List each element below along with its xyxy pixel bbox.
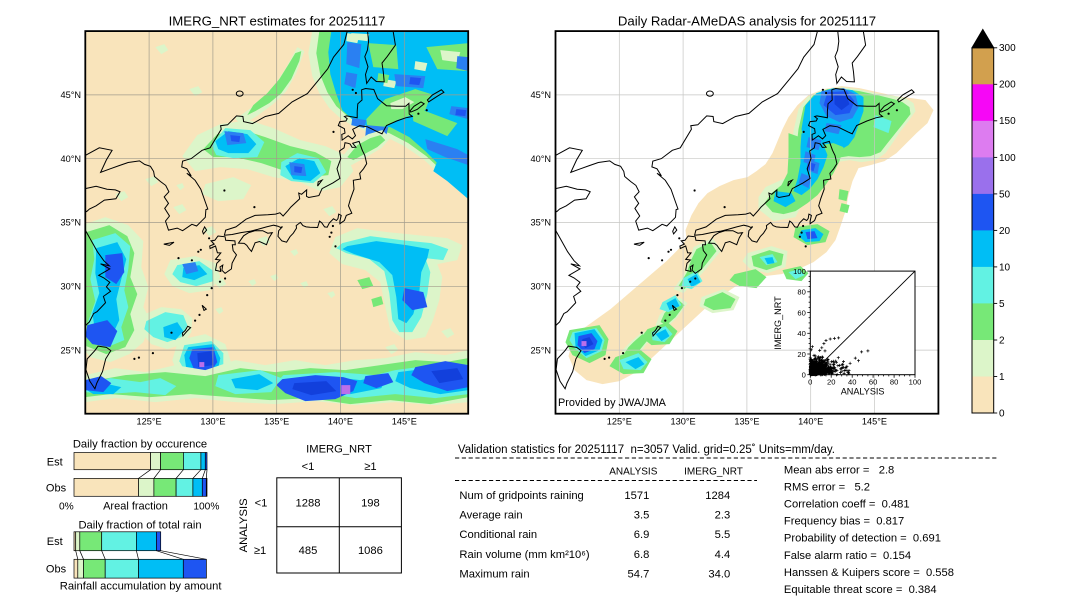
svg-text:485: 485 <box>299 545 318 557</box>
svg-text:40: 40 <box>848 378 856 387</box>
svg-text:50: 50 <box>999 189 1011 200</box>
svg-text:<1: <1 <box>255 498 268 510</box>
svg-text:35°N: 35°N <box>530 218 551 228</box>
svg-text:Rain volume (mm km²10⁶): Rain volume (mm km²10⁶) <box>459 549 589 561</box>
svg-text:6.8: 6.8 <box>634 549 650 561</box>
svg-text:0: 0 <box>802 371 806 380</box>
svg-text:0%: 0% <box>59 502 74 513</box>
svg-text:<1: <1 <box>302 461 315 473</box>
svg-text:≥1: ≥1 <box>364 461 376 473</box>
svg-text:200: 200 <box>999 80 1016 91</box>
svg-text:Correlation coeff = 0.481: Correlation coeff = 0.481 <box>784 499 910 511</box>
svg-text:30°N: 30°N <box>530 282 551 292</box>
svg-text:1: 1 <box>999 372 1005 383</box>
svg-text:ANALYSIS: ANALYSIS <box>609 467 657 478</box>
svg-text:60: 60 <box>869 378 877 387</box>
svg-text:145°E: 145°E <box>862 417 887 427</box>
svg-text:45°N: 45°N <box>530 90 551 100</box>
svg-text:20: 20 <box>999 226 1011 237</box>
svg-text:20: 20 <box>797 350 805 359</box>
svg-text:Conditional rain: Conditional rain <box>459 529 537 541</box>
svg-text:60: 60 <box>797 308 805 317</box>
svg-text:IMERG_NRT: IMERG_NRT <box>684 467 743 478</box>
svg-text:Frequency bias = 0.817: Frequency bias = 0.817 <box>784 516 904 528</box>
svg-text:54.7: 54.7 <box>628 568 650 580</box>
svg-text:25°N: 25°N <box>60 345 81 355</box>
svg-text:1571: 1571 <box>624 490 649 502</box>
svg-text:20: 20 <box>827 378 835 387</box>
svg-text:1284: 1284 <box>705 490 730 502</box>
svg-text:IMERG_NRT: IMERG_NRT <box>306 444 372 456</box>
svg-text:RMS error = 5.2: RMS error = 5.2 <box>784 481 870 493</box>
svg-text:Obs: Obs <box>46 564 67 576</box>
svg-text:Est: Est <box>47 536 63 548</box>
svg-text:IMERG_NRT estimates for 202511: IMERG_NRT estimates for 20251117 <box>169 14 386 29</box>
svg-text:ANALYSIS: ANALYSIS <box>841 387 885 397</box>
svg-text:135°E: 135°E <box>734 417 759 427</box>
svg-text:Maximum rain: Maximum rain <box>459 568 529 580</box>
svg-text:100: 100 <box>999 153 1016 164</box>
svg-text:100: 100 <box>793 267 806 276</box>
svg-text:0: 0 <box>808 378 812 387</box>
svg-text:Rainfall accumulation by amoun: Rainfall accumulation by amount <box>60 580 223 592</box>
svg-text:6.9: 6.9 <box>634 529 650 541</box>
svg-text:198: 198 <box>361 498 380 510</box>
svg-text:Obs: Obs <box>46 483 67 495</box>
svg-text:Daily fraction of total rain: Daily fraction of total rain <box>78 519 201 531</box>
svg-text:Areal fraction: Areal fraction <box>103 501 168 513</box>
svg-text:300: 300 <box>999 43 1016 54</box>
svg-text:140°E: 140°E <box>798 417 823 427</box>
svg-text:80: 80 <box>890 378 898 387</box>
svg-text:40: 40 <box>797 329 805 338</box>
svg-text:125°E: 125°E <box>137 417 162 427</box>
svg-text:Average rain: Average rain <box>459 510 522 522</box>
svg-text:Probability of detection = 0.: Probability of detection = 0.691 <box>784 533 941 545</box>
svg-text:135°E: 135°E <box>264 417 289 427</box>
svg-text:125°E: 125°E <box>607 417 632 427</box>
svg-text:40°N: 40°N <box>530 154 551 164</box>
svg-text:Num of gridpoints raining: Num of gridpoints raining <box>459 490 583 502</box>
svg-text:130°E: 130°E <box>671 417 696 427</box>
svg-text:1288: 1288 <box>296 498 321 510</box>
svg-text:≥1: ≥1 <box>254 545 266 557</box>
svg-text:Validation statistics for 2025: Validation statistics for 20251117 n=305… <box>458 444 835 456</box>
svg-text:25°N: 25°N <box>530 345 551 355</box>
svg-text:Mean abs error = 2.8: Mean abs error = 2.8 <box>784 464 894 476</box>
svg-text:IMERG_NRT: IMERG_NRT <box>773 296 783 350</box>
svg-text:3.5: 3.5 <box>634 510 650 522</box>
svg-text:5.5: 5.5 <box>715 529 731 541</box>
svg-text:150: 150 <box>999 116 1016 127</box>
svg-text:145°E: 145°E <box>392 417 417 427</box>
svg-text:Est: Est <box>47 457 63 469</box>
svg-text:100: 100 <box>909 378 922 387</box>
svg-text:1086: 1086 <box>358 545 383 557</box>
svg-text:Daily Radar-AMeDAS analysis fo: Daily Radar-AMeDAS analysis for 20251117 <box>618 14 876 29</box>
svg-text:False alarm ratio = 0.154: False alarm ratio = 0.154 <box>784 550 911 562</box>
svg-text:35°N: 35°N <box>60 218 81 228</box>
svg-text:10: 10 <box>999 262 1011 273</box>
svg-text:130°E: 130°E <box>200 417 225 427</box>
svg-text:Provided by JWA/JMA: Provided by JWA/JMA <box>558 397 667 409</box>
svg-text:Daily fraction by occurence: Daily fraction by occurence <box>73 438 207 450</box>
svg-text:Hanssen & Kuipers score = 0.5: Hanssen & Kuipers score = 0.558 <box>784 567 954 579</box>
svg-text:100%: 100% <box>193 502 219 513</box>
svg-text:140°E: 140°E <box>328 417 353 427</box>
svg-text:30°N: 30°N <box>60 282 81 292</box>
svg-text:Equitable threat score = 0.38: Equitable threat score = 0.384 <box>784 584 937 596</box>
svg-text:4.4: 4.4 <box>715 549 731 561</box>
svg-text:2.3: 2.3 <box>715 510 731 522</box>
svg-text:80: 80 <box>797 288 805 297</box>
svg-text:ANALYSIS: ANALYSIS <box>238 498 250 552</box>
svg-text:0: 0 <box>999 408 1005 419</box>
svg-text:34.0: 34.0 <box>708 568 730 580</box>
svg-text:40°N: 40°N <box>60 154 81 164</box>
svg-text:2: 2 <box>999 335 1005 346</box>
svg-text:45°N: 45°N <box>60 90 81 100</box>
svg-text:5: 5 <box>999 299 1005 310</box>
